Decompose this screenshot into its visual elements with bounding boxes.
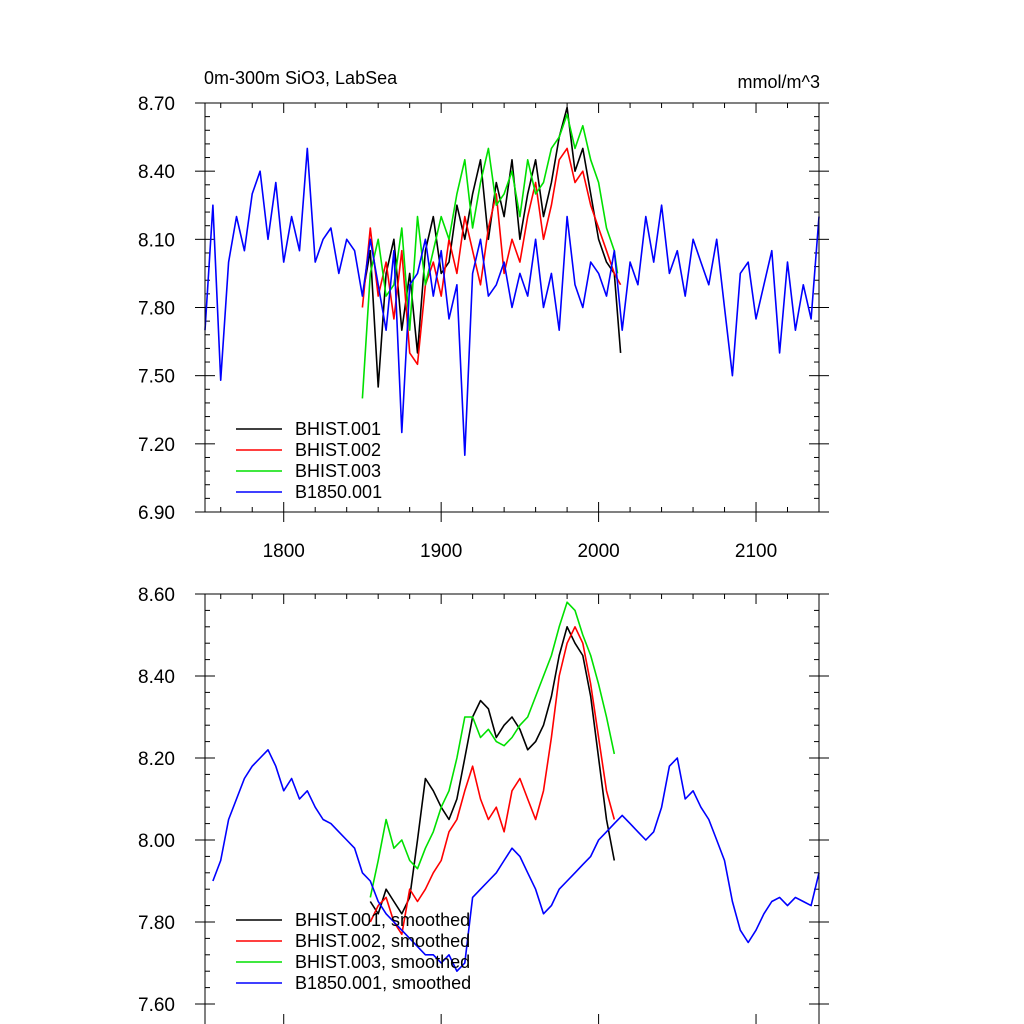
- top-plot-frame: [204, 102, 820, 513]
- x-tick-label: 2100: [735, 541, 777, 562]
- series-line-bhist-002: [369, 625, 616, 936]
- x-tick-label: 2000: [577, 541, 619, 562]
- legend-label: BHIST.001, smoothed: [295, 910, 470, 930]
- legend-label: BHIST.003: [295, 461, 381, 481]
- y-tick-label: 6.90: [138, 503, 175, 524]
- y-tick-label: 8.70: [138, 94, 175, 115]
- top-title-left: 0m-300m SiO3, LabSea: [204, 68, 398, 88]
- top-y-tick-labels: 6.90 7.20 7.50 7.80 8.10 8.40 8.70: [138, 94, 175, 524]
- y-tick-label: 8.10: [138, 230, 175, 251]
- y-tick-label: 7.60: [138, 995, 175, 1016]
- y-tick-label: 8.60: [138, 585, 175, 606]
- legend-label: B1850.001, smoothed: [295, 973, 471, 993]
- top-x-tick-labels: 1800 1900 2000 2100: [263, 541, 778, 562]
- top-axis-ticks: [195, 102, 829, 522]
- series-line-bhist-002: [361, 147, 622, 366]
- series-line-bhist-003: [369, 601, 616, 898]
- y-tick-label: 8.40: [138, 667, 175, 688]
- top-panel: 0m-300m SiO3, LabSea mmol/m^3 1800 1900 20…: [138, 68, 829, 562]
- series-line-bhist-001: [361, 106, 622, 388]
- y-tick-label: 8.40: [138, 162, 175, 183]
- y-tick-label: 7.20: [138, 435, 175, 456]
- x-tick-label: 1800: [263, 541, 305, 562]
- bottom-y-tick-labels: 7.60 7.80 8.00 8.20 8.40 8.60: [138, 585, 175, 1016]
- legend-label: BHIST.002, smoothed: [295, 931, 470, 951]
- y-tick-label: 8.00: [138, 831, 175, 852]
- y-tick-label: 7.80: [138, 299, 175, 320]
- legend-label: B1850.001: [295, 482, 382, 502]
- legend-label: BHIST.003, smoothed: [295, 952, 470, 972]
- series-line-bhist-001: [369, 625, 616, 915]
- legend-label: BHIST.002: [295, 440, 381, 460]
- top-title-right: mmol/m^3: [738, 72, 820, 92]
- y-tick-label: 7.50: [138, 367, 175, 388]
- x-tick-label: 1900: [420, 541, 462, 562]
- bottom-series-lines: [212, 601, 820, 973]
- top-series-lines: [204, 106, 820, 457]
- bottom-axis-ticks: [195, 593, 829, 1024]
- bottom-panel: 7.60 7.80 8.00 8.20 8.40 8.60 BHIST.001, smoo…: [138, 585, 829, 1024]
- y-tick-label: 8.20: [138, 749, 175, 770]
- series-line-bhist-003: [361, 113, 619, 399]
- series-line-b1850-001: [204, 147, 820, 457]
- legend-label: BHIST.001: [295, 419, 381, 439]
- series-line-b1850-001: [212, 748, 820, 973]
- y-tick-label: 7.80: [138, 913, 175, 934]
